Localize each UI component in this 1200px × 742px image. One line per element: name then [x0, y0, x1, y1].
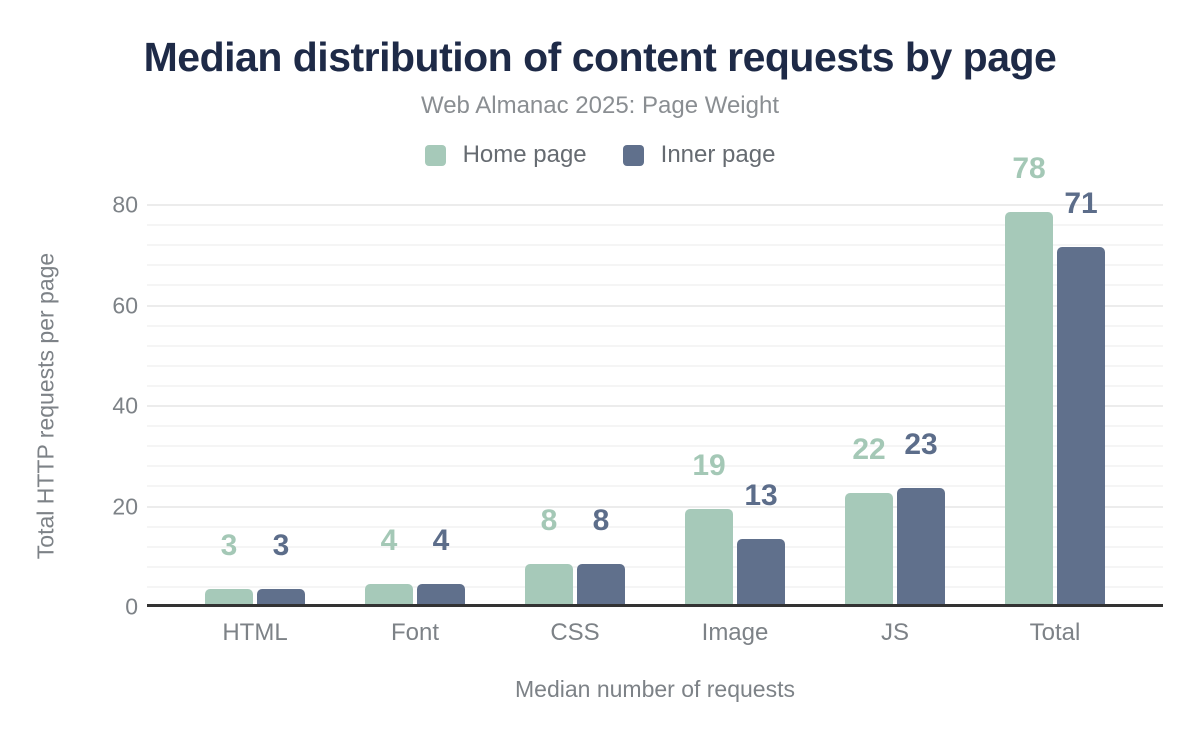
- legend-label: Home page: [462, 141, 587, 168]
- bar-inner-page-html[interactable]: [257, 588, 305, 604]
- bar-inner-page-total[interactable]: [1057, 247, 1105, 604]
- bar-inner-page-js[interactable]: [897, 488, 945, 604]
- value-label-home-page-font: 4: [380, 523, 398, 557]
- minor-gridline: [147, 585, 1163, 588]
- minor-gridline: [147, 485, 1163, 488]
- bar-inner-page-css[interactable]: [577, 563, 625, 604]
- bar-inner-page-image[interactable]: [737, 538, 785, 604]
- legend: Home page Inner page: [0, 141, 1200, 169]
- legend-label: Inner page: [660, 141, 776, 168]
- legend-item-home-page: Home page: [424, 141, 587, 169]
- major-gridline: [147, 405, 1163, 407]
- category-label-font: Font: [390, 619, 440, 646]
- value-label-home-page-js: 22: [852, 433, 886, 467]
- bar-home-page-js[interactable]: [845, 493, 893, 604]
- minor-gridline: [147, 284, 1163, 287]
- minor-gridline: [147, 344, 1163, 347]
- value-label-inner-page-image: 13: [744, 478, 778, 512]
- chart-subtitle: Web Almanac 2025: Page Weight: [420, 92, 779, 119]
- value-label-inner-page-html: 3: [272, 528, 290, 562]
- value-label-inner-page-total: 71: [1064, 187, 1098, 221]
- value-label-inner-page-font: 4: [432, 523, 450, 557]
- bar-inner-page-font[interactable]: [417, 583, 465, 604]
- bar-home-page-font[interactable]: [365, 583, 413, 604]
- value-label-inner-page-css: 8: [592, 503, 610, 537]
- minor-gridline: [147, 264, 1163, 267]
- minor-gridline: [147, 425, 1163, 428]
- y-tick-label: 80: [112, 191, 138, 218]
- x-axis-title: Median number of requests: [515, 676, 795, 702]
- major-gridline: [147, 204, 1163, 206]
- minor-gridline: [147, 525, 1163, 528]
- y-tick-label: 40: [112, 392, 138, 419]
- plot-area: 3 3 HTML 4 4 Font 8 8 CSS 19 13 Image 22 23 JS 78 71 Tota…: [147, 154, 1163, 646]
- value-label-home-page-html: 3: [220, 528, 238, 562]
- value-label-home-page-image: 19: [692, 448, 726, 482]
- minor-gridline: [147, 224, 1163, 227]
- category-label-image: Image: [701, 619, 769, 646]
- minor-gridline: [147, 445, 1163, 448]
- minor-gridline: [147, 364, 1163, 367]
- legend-swatch: [622, 144, 644, 166]
- value-label-home-page-css: 8: [540, 503, 558, 537]
- minor-gridline: [147, 545, 1163, 548]
- y-axis: 0 20 40 60 80: [55, 193, 138, 618]
- legend-item-inner-page: Inner page: [622, 141, 776, 169]
- legend-swatch: [424, 144, 446, 166]
- minor-gridline: [147, 465, 1163, 468]
- category-label-css: CSS: [550, 619, 600, 646]
- bar-home-page-html[interactable]: [205, 588, 253, 604]
- bar-home-page-image[interactable]: [685, 508, 733, 604]
- minor-gridline: [147, 244, 1163, 247]
- y-tick-label: 20: [112, 493, 138, 519]
- category-label-total: Total: [1029, 619, 1081, 646]
- minor-gridline: [147, 384, 1163, 387]
- bar-home-page-total[interactable]: [1005, 212, 1053, 604]
- minor-gridline: [147, 565, 1163, 568]
- value-label-inner-page-js: 23: [904, 428, 938, 462]
- minor-gridline: [147, 324, 1163, 327]
- major-gridline: [147, 505, 1163, 508]
- category-label-js: JS: [880, 619, 910, 646]
- y-tick-label: 60: [112, 292, 138, 318]
- category-label-html: HTML: [222, 619, 288, 646]
- major-gridline: [147, 304, 1163, 307]
- y-tick-label: 0: [125, 593, 138, 620]
- chart-title: Median distribution of content requests …: [143, 34, 1057, 80]
- value-label-home-page-total: 78: [1012, 152, 1046, 186]
- bar-home-page-css[interactable]: [525, 563, 573, 604]
